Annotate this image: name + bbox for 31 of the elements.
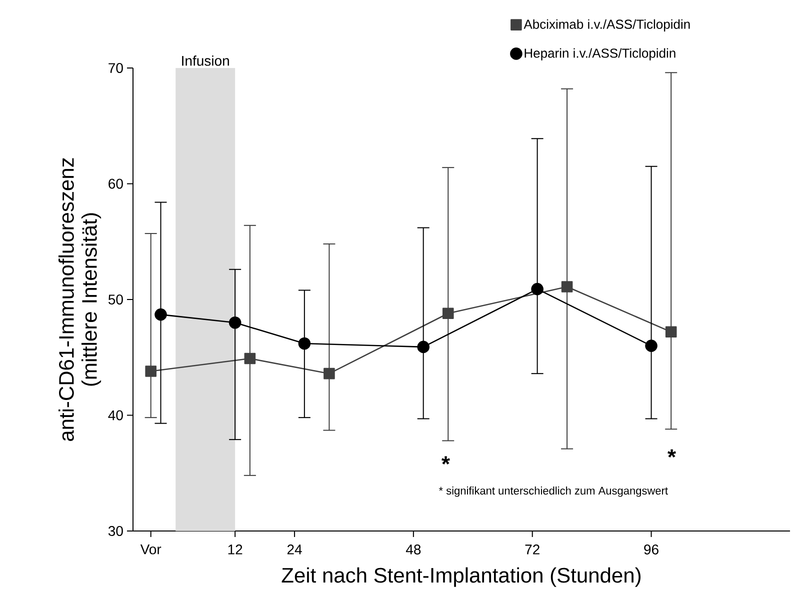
y-axis-title: anti-CD61-Immunofluoreszenz (mittlere Intensität) [58,158,102,441]
point [228,316,242,329]
point [645,340,658,352]
point [154,308,167,321]
y-tick-label: 60 [108,178,123,189]
x-axis-title: Zeit nach Stent-Implantation (Stunden) [282,567,641,587]
point [244,352,256,364]
point [665,326,677,338]
y-tick-label: 70 [108,63,123,73]
x-tick-label: 96 [644,544,658,554]
x-tick-label: 24 [287,544,302,554]
point [561,281,573,292]
point [145,366,156,377]
annotation: * signifikant unterschiedlich zum Ausgangswert [438,486,668,497]
annotation: * [442,456,450,464]
x-tick-label: Vor [140,544,162,554]
point [531,282,544,296]
legend-label: Heparin i.v./ASS/Ticlopidin [524,48,676,60]
point [324,368,335,380]
y-tick-label: 40 [108,410,123,420]
band-label: Infusion [182,56,229,66]
point [417,340,430,354]
legend-label: Abciximab i.v./ASS/Ticlopidin [524,19,690,32]
x-tick-label: 48 [406,544,421,554]
point [442,308,454,320]
y-tick-label: 50 [108,294,123,304]
annotation: * [668,449,676,458]
point [298,337,311,350]
y-tick-label: 30 [108,526,123,536]
x-tick-label: 12 [228,544,242,554]
x-tick-label: 72 [525,544,540,554]
